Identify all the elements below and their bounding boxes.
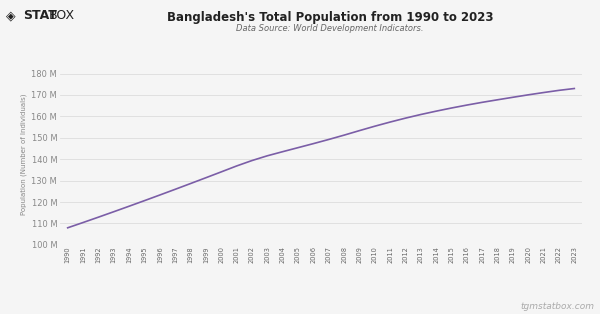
Bangladesh (479, 100, 486, 104)
Bangladesh (340, 133, 347, 137)
Bangladesh (95, 215, 102, 219)
Bangladesh (172, 187, 179, 191)
Bangladesh (218, 170, 225, 174)
Bangladesh (556, 89, 563, 92)
Bangladesh (402, 116, 409, 120)
Bangladesh (202, 176, 209, 180)
Bangladesh (325, 138, 332, 141)
Bangladesh (310, 142, 317, 145)
Text: BOX: BOX (49, 9, 76, 22)
Bangladesh (279, 150, 286, 154)
Bangladesh (417, 113, 424, 116)
Line: Bangladesh: Bangladesh (68, 89, 574, 228)
Bangladesh (386, 120, 394, 124)
Bangladesh (79, 221, 86, 225)
Y-axis label: Population (Number of Individuals): Population (Number of Individuals) (21, 93, 28, 214)
Bangladesh (571, 87, 578, 90)
Bangladesh (371, 124, 379, 128)
Bangladesh (295, 146, 302, 149)
Bangladesh (233, 164, 240, 168)
Text: Data Source: World Development Indicators.: Data Source: World Development Indicator… (236, 24, 424, 33)
Bangladesh (64, 226, 71, 230)
Text: tgmstatbox.com: tgmstatbox.com (520, 302, 594, 311)
Bangladesh (448, 106, 455, 110)
Bangladesh (156, 193, 163, 197)
Text: ◈: ◈ (6, 9, 16, 22)
Bangladesh (509, 95, 517, 99)
Bangladesh (187, 182, 194, 186)
Text: Bangladesh's Total Population from 1990 to 2023: Bangladesh's Total Population from 1990 … (167, 11, 493, 24)
Bangladesh (263, 154, 271, 158)
Bangladesh (125, 204, 133, 208)
Bangladesh (540, 91, 547, 95)
Bangladesh (524, 93, 532, 97)
Bangladesh (248, 159, 256, 162)
Text: STAT: STAT (23, 9, 56, 22)
Bangladesh (494, 98, 501, 102)
Bangladesh (433, 109, 440, 113)
Bangladesh (463, 103, 470, 107)
Bangladesh (110, 210, 118, 214)
Bangladesh (356, 129, 363, 133)
Bangladesh (141, 199, 148, 203)
